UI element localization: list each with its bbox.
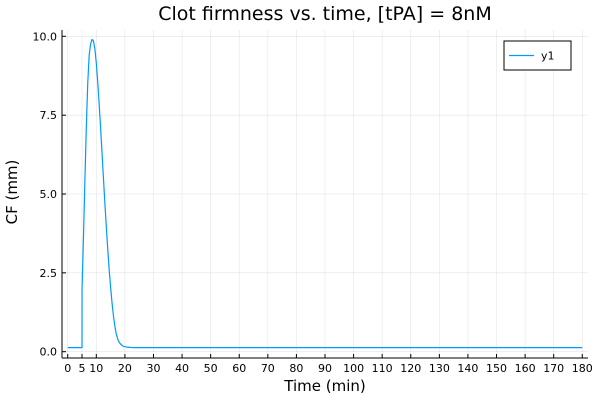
y-tick-label: 10.0 — [33, 30, 58, 43]
x-tick-label: 160 — [515, 362, 536, 375]
x-tick-label: 150 — [486, 362, 507, 375]
x-tick-label: 170 — [543, 362, 564, 375]
y-tick-label: 0.0 — [40, 346, 58, 359]
x-tick-label: 50 — [204, 362, 218, 375]
y-tick-label: 5.0 — [40, 188, 58, 201]
x-tick-label: 130 — [429, 362, 450, 375]
x-tick-label: 10 — [89, 362, 103, 375]
x-tick-label: 140 — [457, 362, 478, 375]
y-tick-label: 2.5 — [40, 267, 58, 280]
chart-title: Clot firmness vs. time, [tPA] = 8nM — [158, 3, 491, 25]
x-tick-label: 100 — [343, 362, 364, 375]
x-tick-label: 20 — [118, 362, 132, 375]
x-tick-label: 120 — [400, 362, 421, 375]
x-axis-label: Time (min) — [283, 377, 365, 395]
series-layer — [67, 38, 583, 349]
x-tick-label: 60 — [232, 362, 246, 375]
x-axis-ticks: 0 5 10 20 30 40 50 60 70 80 90 100 110 120 130 140 150 16… — [64, 354, 593, 375]
legend-label: y1 — [541, 50, 555, 63]
grid — [62, 30, 588, 358]
x-tick-label: 30 — [146, 362, 160, 375]
x-tick-label: 70 — [261, 362, 275, 375]
x-tick-label: 40 — [175, 362, 189, 375]
x-tick-label: 80 — [289, 362, 303, 375]
series-line-y1 — [67, 38, 583, 349]
x-tick-label: 180 — [572, 362, 593, 375]
x-tick-label: 5 — [79, 362, 86, 375]
x-tick-label: 90 — [318, 362, 332, 375]
y-tick-label: 7.5 — [40, 109, 58, 122]
x-tick-label: 110 — [372, 362, 393, 375]
x-tick-label: 0 — [64, 362, 71, 375]
y-axis-ticks: 0.0 2.5 5.0 7.5 10.0 — [33, 30, 66, 359]
legend: y1 — [503, 40, 572, 71]
y-axis-label: CF (mm) — [3, 160, 21, 225]
